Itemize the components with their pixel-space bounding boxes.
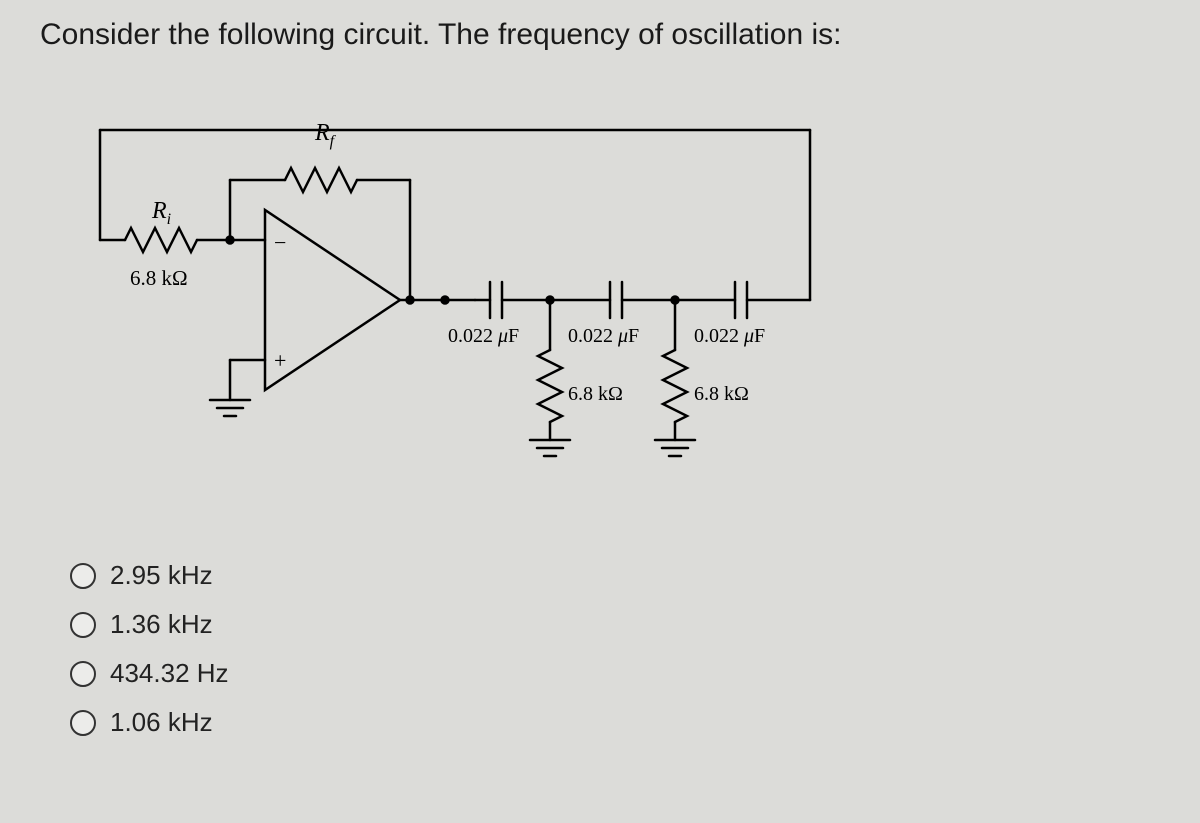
option-b[interactable]: 1.36 kHz — [70, 609, 229, 640]
question-text: Consider the following circuit. The freq… — [40, 18, 842, 52]
radio-icon — [70, 563, 96, 589]
plus-label: + — [274, 348, 286, 373]
r2-value: 6.8 kΩ — [694, 383, 749, 405]
option-d[interactable]: 1.06 kHz — [70, 707, 229, 738]
option-a[interactable]: 2.95 kHz — [70, 560, 229, 591]
option-label: 434.32 Hz — [110, 658, 229, 689]
r1-value: 6.8 kΩ — [568, 383, 623, 405]
option-c[interactable]: 434.32 Hz — [70, 658, 229, 689]
ri-value: 6.8 kΩ — [130, 266, 188, 290]
radio-icon — [70, 612, 96, 638]
cap3-value: 0.022 μF — [694, 325, 765, 347]
answer-options: 2.95 kHz 1.36 kHz 434.32 Hz 1.06 kHz — [70, 560, 229, 756]
rf-label: Rf — [314, 120, 337, 150]
cap1-value: 0.022 μF — [448, 325, 519, 347]
minus-label: − — [274, 230, 286, 255]
option-label: 1.06 kHz — [110, 707, 213, 738]
circuit-diagram: Rf Ri 6.8 kΩ − + 0.022 μF 0.022 μF 0.022… — [90, 100, 900, 520]
ri-label: Ri — [151, 198, 171, 228]
radio-icon — [70, 661, 96, 687]
cap2-value: 0.022 μF — [568, 325, 639, 347]
option-label: 1.36 kHz — [110, 609, 213, 640]
option-label: 2.95 kHz — [110, 560, 213, 591]
radio-icon — [70, 710, 96, 736]
